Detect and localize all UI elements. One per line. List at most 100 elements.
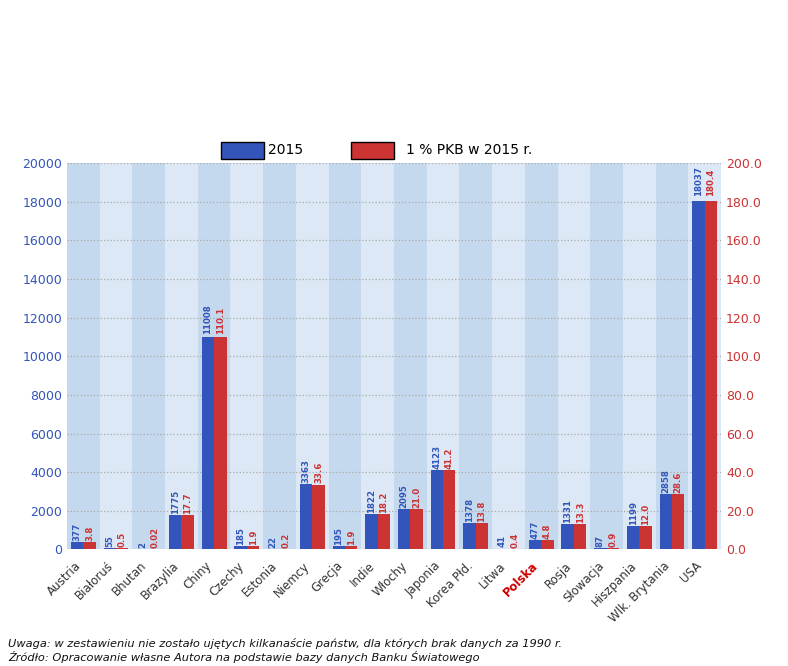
Text: 1331: 1331 (563, 499, 572, 523)
Bar (443, 470, 455, 549)
Text: 1775: 1775 (171, 490, 180, 514)
Bar (561, 523, 574, 549)
Bar (345, 545, 358, 549)
Text: 18037: 18037 (694, 166, 703, 196)
Bar (476, 523, 489, 549)
Text: 4123: 4123 (433, 444, 441, 469)
Text: 2015: 2015 (268, 143, 303, 157)
Text: 21.0: 21.0 (412, 486, 421, 507)
Bar (492, 163, 525, 549)
Text: 18.2: 18.2 (379, 492, 388, 513)
Text: 477: 477 (530, 521, 540, 539)
Text: 1.9: 1.9 (248, 529, 258, 545)
Text: 13.3: 13.3 (575, 501, 585, 523)
Bar (329, 163, 361, 549)
Text: 13.8: 13.8 (478, 500, 486, 521)
Bar (99, 163, 132, 549)
Bar (263, 163, 296, 549)
Text: 33.6: 33.6 (314, 462, 323, 484)
Bar (656, 163, 688, 549)
Text: 3.8: 3.8 (85, 525, 94, 541)
Text: 11008: 11008 (203, 304, 213, 334)
Bar (361, 163, 394, 549)
Bar (688, 163, 721, 549)
Text: 3363: 3363 (302, 460, 310, 484)
Bar (169, 515, 181, 549)
Bar (84, 542, 96, 549)
FancyBboxPatch shape (221, 142, 264, 159)
Bar (247, 545, 259, 549)
FancyBboxPatch shape (351, 142, 394, 159)
Text: 87: 87 (596, 535, 605, 547)
Bar (202, 337, 214, 549)
Text: 0.02: 0.02 (151, 527, 159, 548)
Text: 185: 185 (236, 527, 245, 545)
Bar (71, 542, 84, 549)
Bar (181, 515, 194, 549)
Text: w wybranych państwach w 2015 r.: w wybranych państwach w 2015 r. (12, 92, 426, 113)
Bar (394, 163, 426, 549)
Bar (198, 163, 230, 549)
Bar (672, 494, 685, 549)
Text: 41.2: 41.2 (444, 447, 454, 469)
Bar (398, 509, 411, 549)
Bar (623, 163, 656, 549)
Text: 1.9: 1.9 (347, 529, 355, 545)
Text: 377: 377 (72, 523, 82, 541)
Bar (430, 470, 443, 549)
Text: 1 % PKB w 2015 r.: 1 % PKB w 2015 r. (406, 143, 532, 157)
Text: 28.6: 28.6 (674, 472, 682, 493)
Text: 4.8: 4.8 (543, 523, 552, 539)
Text: 0.2: 0.2 (281, 533, 290, 548)
Bar (234, 546, 247, 549)
Bar (67, 163, 99, 549)
Bar (377, 514, 390, 549)
Text: 2095: 2095 (400, 484, 409, 508)
Bar (525, 163, 557, 549)
Bar (333, 545, 345, 549)
Bar (296, 163, 329, 549)
Bar (459, 163, 492, 549)
Text: 55: 55 (106, 535, 114, 547)
Text: 41: 41 (498, 535, 507, 547)
Bar (214, 337, 227, 549)
Text: 22: 22 (269, 536, 278, 548)
Text: 1199: 1199 (629, 501, 637, 525)
Text: Wielkość całkowita i 1 procent PKB (w dolarach): Wielkość całkowita i 1 procent PKB (w do… (12, 27, 596, 49)
Bar (165, 163, 198, 549)
Text: 17.7: 17.7 (183, 492, 192, 514)
Bar (463, 523, 476, 549)
Bar (660, 494, 672, 549)
Bar (704, 201, 717, 549)
Text: 110.1: 110.1 (216, 306, 225, 334)
Bar (132, 163, 165, 549)
Bar (103, 548, 116, 549)
Bar (426, 163, 459, 549)
Text: 2858: 2858 (661, 470, 671, 493)
Bar (411, 509, 423, 549)
Bar (594, 547, 607, 549)
Bar (639, 526, 652, 549)
Text: 1378: 1378 (465, 498, 474, 521)
Bar (607, 547, 619, 549)
Text: 180.4: 180.4 (706, 168, 716, 196)
Text: 2: 2 (138, 542, 147, 548)
Bar (299, 484, 312, 549)
Text: 12.0: 12.0 (641, 504, 650, 525)
Bar (541, 540, 554, 549)
Bar (692, 201, 704, 549)
Bar (574, 523, 586, 549)
Text: 1822: 1822 (367, 489, 376, 513)
Text: 195: 195 (334, 527, 344, 545)
Bar (557, 163, 590, 549)
Text: 0.4: 0.4 (510, 532, 519, 547)
Bar (529, 540, 541, 549)
Bar (312, 485, 325, 549)
Bar (365, 514, 377, 549)
Bar (626, 526, 639, 549)
Text: Uwaga: w zestawieniu nie zostało ujętych kilkanaście państw, dla których brak da: Uwaga: w zestawieniu nie zostało ujętych… (8, 637, 562, 663)
Bar (230, 163, 263, 549)
Text: 0.9: 0.9 (608, 531, 617, 547)
Text: 0.5: 0.5 (117, 532, 127, 547)
Bar (590, 163, 623, 549)
